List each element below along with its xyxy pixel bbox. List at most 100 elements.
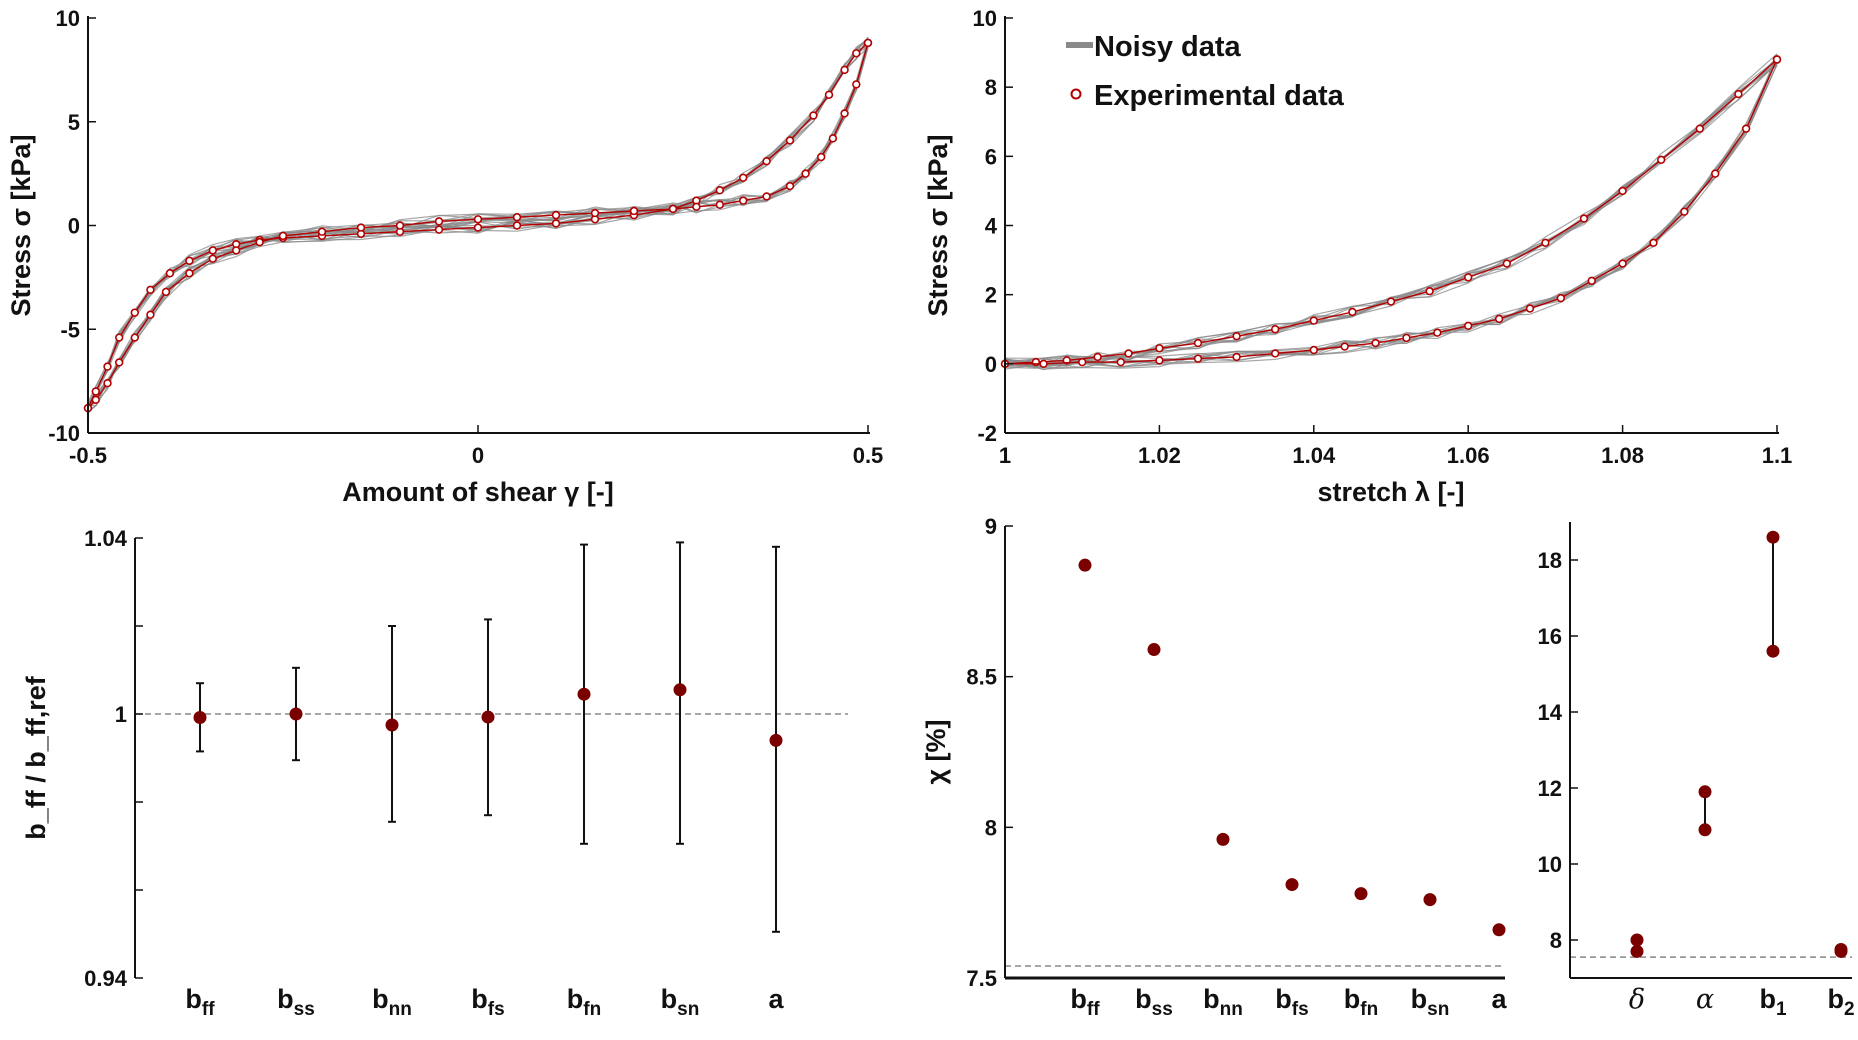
data-point bbox=[577, 687, 591, 701]
x-tick-label: a bbox=[768, 984, 784, 1014]
experimental-data-point bbox=[738, 173, 748, 182]
x-tick-label: bnn bbox=[372, 984, 412, 1020]
y-tick-label: 1 bbox=[115, 702, 127, 727]
x-tick-label-base: b bbox=[1203, 984, 1220, 1014]
experimental-data-point bbox=[668, 204, 678, 214]
experimental-data-point bbox=[738, 196, 748, 205]
experimental-data-point bbox=[840, 109, 849, 118]
experimental-data-point bbox=[185, 269, 194, 278]
x-tick-label-subscript: fn bbox=[1360, 999, 1378, 1020]
x-tick-label-subscript: fs bbox=[1292, 999, 1309, 1020]
x-tick-label: bff bbox=[1070, 984, 1100, 1020]
experimental-data-point bbox=[114, 358, 124, 367]
data-point bbox=[1354, 887, 1368, 901]
experimental-data-point bbox=[551, 210, 561, 220]
experimental-data-point bbox=[863, 38, 873, 48]
x-tick-label: bfs bbox=[471, 984, 504, 1020]
y-tick-label: 0.94 bbox=[84, 966, 128, 991]
y-tick-label: 12 bbox=[1538, 776, 1562, 801]
experimental-data-point bbox=[278, 231, 288, 241]
experimental-data-point bbox=[165, 269, 175, 278]
data-point bbox=[769, 733, 783, 747]
experimental-data-point bbox=[91, 395, 101, 404]
experimental-data-point bbox=[1270, 349, 1280, 358]
experimental-data-point bbox=[629, 206, 639, 216]
x-tick-label: 1.1 bbox=[1762, 443, 1793, 468]
legend-experimental-marker bbox=[1070, 88, 1082, 100]
experimental-data-point bbox=[715, 186, 724, 195]
x-tick-label: 0.5 bbox=[853, 443, 884, 468]
y-tick-label: 8 bbox=[985, 815, 997, 840]
x-tick-label-base: b bbox=[1827, 984, 1844, 1014]
experimental-data-point bbox=[715, 200, 724, 209]
data-point bbox=[1285, 878, 1299, 892]
experimental-data-point bbox=[1309, 316, 1319, 325]
experimental-data-point bbox=[130, 308, 140, 317]
experimental-data-point bbox=[692, 202, 701, 212]
y-tick-label: 5 bbox=[68, 110, 80, 135]
x-tick-label: α bbox=[1696, 984, 1714, 1015]
experimental-data-point bbox=[785, 136, 795, 145]
x-tick-label-subscript: ss bbox=[1152, 999, 1173, 1020]
y-tick-label: 0 bbox=[985, 352, 997, 377]
experimental-data-point bbox=[161, 287, 171, 297]
data-point-high bbox=[1698, 785, 1712, 799]
experimental-data-point bbox=[91, 387, 101, 396]
experimental-data-point bbox=[1618, 186, 1627, 196]
experimental-data-point bbox=[1116, 357, 1126, 367]
data-point bbox=[1078, 558, 1092, 572]
experimental-data-point bbox=[395, 221, 405, 230]
x-axis-label: stretch λ [-] bbox=[1317, 477, 1464, 507]
experimental-data-point bbox=[103, 379, 112, 388]
experimental-data-point bbox=[840, 65, 849, 75]
experimental-data-point bbox=[1077, 357, 1087, 367]
x-tick-label-subscript: sn bbox=[1427, 999, 1449, 1020]
y-axis-label: Stress σ [kPa] bbox=[6, 134, 36, 316]
experimental-data-point bbox=[828, 134, 838, 143]
experimental-data-point bbox=[1093, 352, 1102, 362]
experimental-data-line bbox=[1005, 59, 1778, 365]
x-tick-label: 1.04 bbox=[1292, 443, 1336, 468]
y-tick-label: 14 bbox=[1538, 700, 1563, 725]
experimental-data-point bbox=[1232, 331, 1241, 341]
y-tick-label: 2 bbox=[985, 283, 997, 308]
data-point bbox=[289, 707, 303, 721]
data-point-low bbox=[1766, 644, 1780, 658]
data-point bbox=[1423, 893, 1437, 907]
x-tick-label-subscript: 1 bbox=[1776, 999, 1787, 1020]
x-tick-label-base: b bbox=[1759, 984, 1776, 1014]
experimental-data-point bbox=[1541, 238, 1550, 247]
experimental-data-point bbox=[1340, 342, 1349, 351]
experimental-data-point bbox=[801, 169, 810, 178]
x-tick-label: bff bbox=[185, 984, 215, 1020]
y-axis-label: χ [%] bbox=[921, 719, 951, 784]
experimental-data-point bbox=[1386, 297, 1396, 306]
experimental-data-point bbox=[114, 333, 124, 342]
y-tick-label: 1.04 bbox=[84, 526, 128, 551]
y-tick-label: 10 bbox=[1538, 852, 1562, 877]
x-tick-label-subscript: ff bbox=[1087, 999, 1100, 1020]
data-point-high bbox=[1834, 943, 1848, 956]
experimental-data-point bbox=[1463, 273, 1473, 282]
noisy-data-line bbox=[1004, 55, 1778, 368]
experimental-data-point bbox=[1494, 314, 1504, 324]
experimental-data-point bbox=[1193, 354, 1203, 363]
experimental-data-point bbox=[208, 254, 218, 263]
x-tick-label-subscript: fs bbox=[488, 999, 505, 1020]
experimental-data-point bbox=[1525, 304, 1535, 313]
experimental-data-point bbox=[317, 227, 327, 236]
experimental-data-point bbox=[1433, 328, 1442, 337]
experimental-data-point bbox=[103, 362, 112, 371]
x-tick-label-subscript: nn bbox=[389, 999, 412, 1020]
experimental-data-point bbox=[434, 217, 444, 226]
data-point bbox=[1492, 923, 1506, 937]
experimental-data-point bbox=[1579, 214, 1589, 223]
experimental-data-point bbox=[146, 285, 155, 295]
x-tick-label: bsn bbox=[661, 984, 700, 1020]
data-point bbox=[481, 710, 495, 724]
experimental-data-point bbox=[185, 256, 194, 265]
experimental-data-point bbox=[816, 152, 826, 162]
data-point bbox=[673, 683, 687, 697]
data-point-low bbox=[1698, 823, 1712, 837]
